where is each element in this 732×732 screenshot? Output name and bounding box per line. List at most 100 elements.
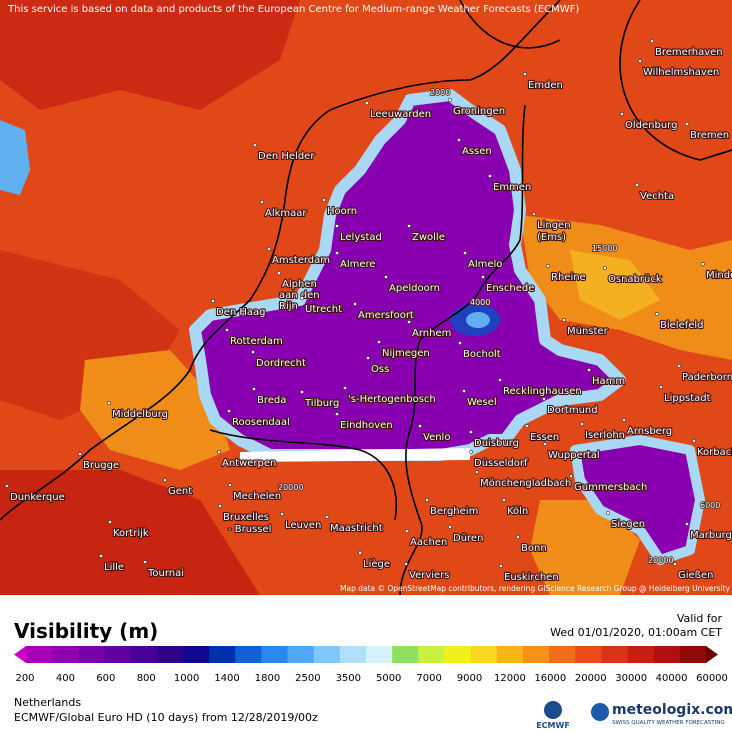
city-label: Alphen bbox=[282, 279, 317, 290]
colorbar-swatch bbox=[235, 646, 262, 663]
colorbar-swatch bbox=[261, 646, 289, 663]
city-label: Antwerpen bbox=[222, 458, 276, 469]
colorbar: 200 400 600 800 1000 1400 1800 2500 3500 5000 7000… bbox=[14, 646, 728, 684]
city-dot bbox=[635, 183, 639, 187]
city-dot bbox=[280, 512, 284, 516]
colorbar-swatch bbox=[366, 646, 393, 663]
city-dot bbox=[335, 224, 339, 228]
city-dot bbox=[562, 318, 566, 322]
city-label: Bielefeld bbox=[660, 320, 704, 331]
contour-label: 6000 bbox=[700, 501, 720, 510]
colorbar-label: 200 bbox=[15, 673, 34, 684]
colorbar-swatch bbox=[156, 646, 184, 663]
city-label: Middelburg bbox=[112, 409, 168, 420]
city-dot bbox=[405, 529, 409, 533]
city-label: Aachen bbox=[410, 537, 447, 548]
field bbox=[0, 0, 300, 110]
city-label: Mechelen bbox=[233, 491, 281, 502]
city-dot bbox=[620, 112, 624, 116]
city-label: Assen bbox=[462, 146, 492, 157]
city-dot bbox=[99, 554, 103, 558]
colorbar-swatch bbox=[26, 646, 53, 663]
city-dot bbox=[377, 340, 381, 344]
city-label: Lille bbox=[104, 562, 124, 573]
city-label: Siegen bbox=[611, 519, 645, 530]
contour-label: 20000 bbox=[648, 556, 673, 565]
city-label: aan den bbox=[279, 290, 320, 301]
colorbar-label: 1400 bbox=[214, 673, 239, 684]
city-label: Bonn bbox=[521, 543, 547, 554]
city-dot bbox=[701, 262, 705, 266]
city-label: Mönchengladbach bbox=[480, 478, 571, 489]
colorbar-swatch bbox=[392, 646, 419, 663]
city-dot bbox=[108, 520, 112, 524]
city-label: Lingen bbox=[537, 220, 571, 231]
city-label: Minden bbox=[706, 270, 732, 281]
city-label: Paderborn bbox=[682, 372, 732, 383]
city-dot bbox=[488, 174, 492, 178]
city-label: Eindhoven bbox=[340, 420, 393, 431]
colorbar-swatch bbox=[679, 646, 707, 663]
city-label: Zwolle bbox=[412, 232, 445, 243]
ecmwf-logo: ECMWF bbox=[536, 721, 570, 730]
city-dot bbox=[448, 525, 452, 529]
colorbar-swatch bbox=[339, 646, 367, 663]
city-dot bbox=[606, 511, 610, 515]
colorbar-label: 60000 bbox=[696, 673, 728, 684]
city-label: Arnhem bbox=[412, 328, 451, 339]
colorbar-label: 40000 bbox=[656, 673, 688, 684]
city-label: Vechta bbox=[640, 191, 674, 202]
city-label: Bocholt bbox=[463, 349, 501, 360]
city-label: Gießen bbox=[678, 570, 713, 581]
city-dot bbox=[335, 251, 339, 255]
contour-label: 20000 bbox=[278, 483, 303, 492]
city-dot bbox=[218, 504, 222, 508]
border bbox=[399, 104, 526, 595]
city-label: Groningen bbox=[453, 106, 505, 117]
city-dot bbox=[227, 409, 231, 413]
city-label: - Brussel bbox=[228, 524, 271, 535]
city-dot bbox=[673, 562, 677, 566]
city-label: Rheine bbox=[551, 272, 586, 283]
colorbar-label: 1000 bbox=[174, 673, 199, 684]
city-label: Euskirchen bbox=[504, 572, 559, 583]
city-dot bbox=[365, 101, 369, 105]
city-label: Münster bbox=[567, 326, 609, 337]
city-dot bbox=[603, 266, 607, 270]
region: Netherlands bbox=[14, 696, 81, 709]
city-label: Breda bbox=[257, 395, 286, 406]
city-label: Bruxelles bbox=[223, 512, 269, 523]
city-label: Tilburg bbox=[304, 398, 339, 409]
city-dot bbox=[525, 424, 529, 428]
city-dot bbox=[532, 212, 536, 216]
colorbar-arrow bbox=[706, 646, 718, 663]
legend-title: Visibility (m) bbox=[14, 619, 158, 643]
city-label: Enschede bbox=[486, 283, 534, 294]
colorbar-swatch bbox=[287, 646, 315, 663]
city-dot bbox=[384, 275, 388, 279]
coastline bbox=[0, 0, 561, 521]
city-label: Wuppertal bbox=[548, 450, 600, 461]
contour-label: 2000 bbox=[430, 88, 450, 97]
city-label: Den Helder bbox=[258, 151, 315, 162]
city-dot bbox=[685, 122, 689, 126]
map-attribution: Map data © OpenStreetMap contributors, r… bbox=[340, 584, 731, 593]
city-label: Tournai bbox=[147, 568, 184, 579]
colorbar-swatch bbox=[444, 646, 472, 663]
city-label: Korbach bbox=[697, 447, 732, 458]
city-dot bbox=[366, 356, 370, 360]
city-label: Wilhelmshaven bbox=[643, 67, 719, 78]
city-label: Oss bbox=[371, 364, 389, 375]
city-label: Gummersbach bbox=[574, 482, 647, 493]
city-label: (Ems) bbox=[537, 232, 566, 243]
city-label: Rijn bbox=[279, 301, 298, 312]
city-label: Brugge bbox=[83, 460, 119, 471]
city-label: Wesel bbox=[467, 397, 497, 408]
city-dot bbox=[300, 296, 304, 300]
city-dot bbox=[251, 350, 255, 354]
city-label: Verviers bbox=[409, 570, 450, 581]
colorbar-label: 20000 bbox=[575, 673, 607, 684]
city-dot bbox=[481, 275, 485, 279]
city-label: Osnabrück bbox=[608, 274, 662, 285]
